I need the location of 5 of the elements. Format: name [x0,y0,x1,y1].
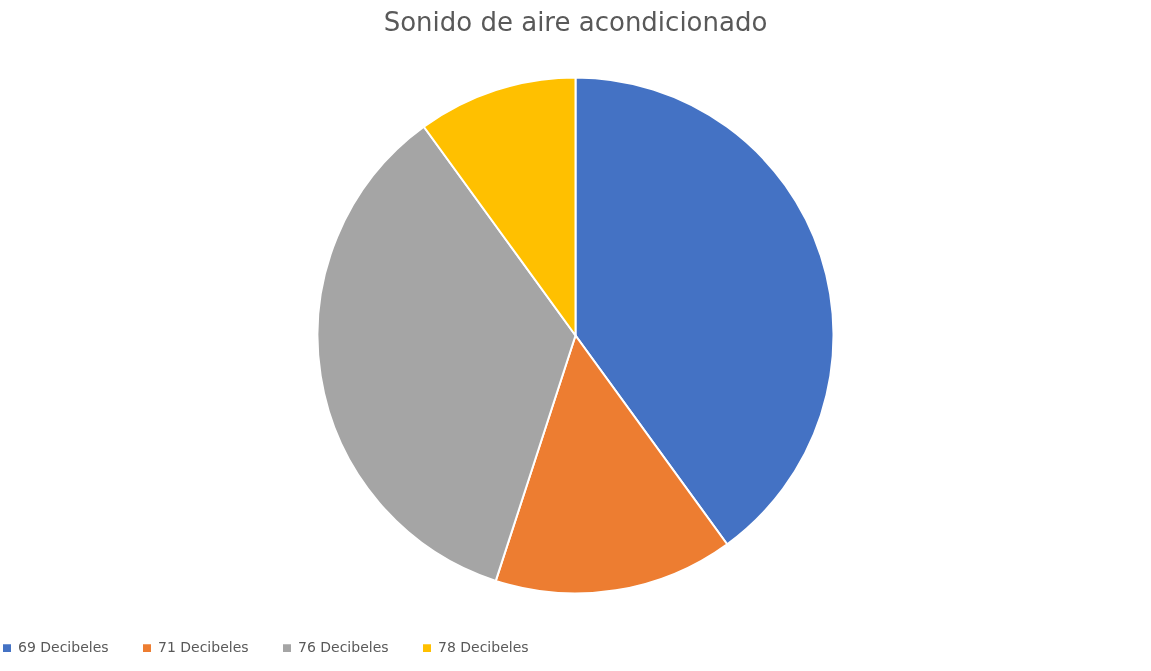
legend-label: 76 Decibeles [298,639,389,656]
legend-label: 78 Decibeles [438,639,529,656]
chart-title: Sonido de aire acondicionado [383,7,768,37]
legend-label: 69 Decibeles [18,639,109,656]
legend-label: 71 Decibeles [158,639,249,656]
